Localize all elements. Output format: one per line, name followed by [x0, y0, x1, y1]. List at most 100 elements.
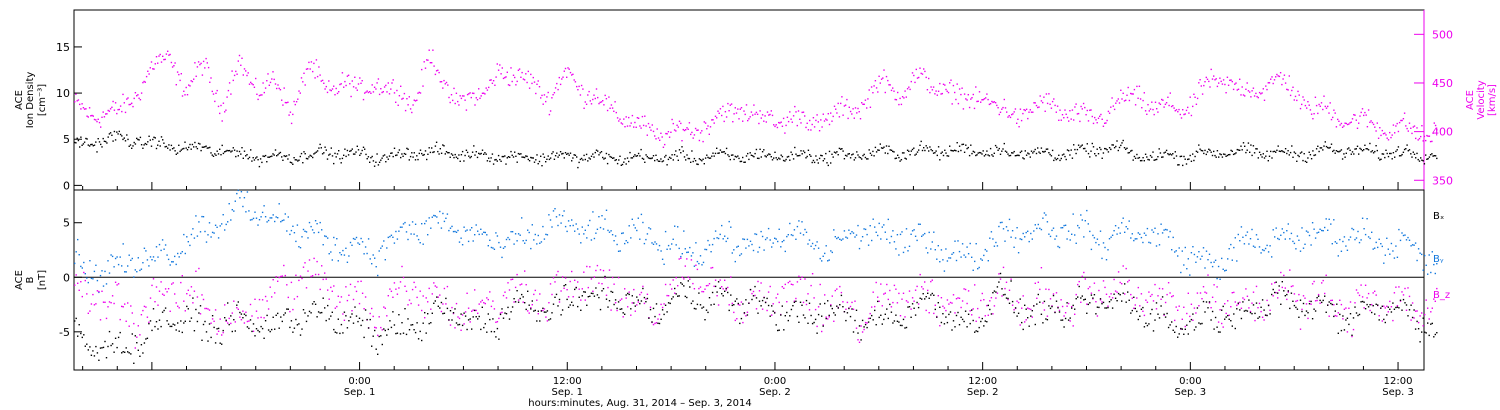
bx-point: [445, 297, 447, 300]
velocity-point: [492, 80, 495, 82]
bz-point: [963, 288, 965, 290]
by-point: [1240, 226, 1243, 228]
ion-density-point: [517, 152, 520, 155]
bz-point: [311, 275, 314, 277]
velocity-point: [791, 121, 793, 123]
bx-point: [1131, 309, 1133, 312]
ion-density-point: [83, 141, 86, 143]
bx-point: [557, 305, 559, 307]
bx-point: [477, 318, 479, 320]
ion-density-point: [1364, 144, 1366, 146]
bz-point: [957, 297, 959, 299]
ion-density-point: [1206, 151, 1209, 153]
by-point: [186, 236, 188, 238]
bx-point: [1324, 295, 1326, 297]
ion-density-point: [533, 161, 536, 163]
by-point: [1367, 236, 1370, 238]
by-point: [402, 223, 405, 225]
bz-point: [860, 325, 862, 327]
ion-density-point: [1431, 153, 1433, 155]
bz-point: [557, 270, 559, 273]
bx-point: [78, 324, 80, 326]
ion-density-point: [1267, 160, 1269, 162]
bz-point: [125, 320, 127, 322]
bx-point: [1236, 308, 1238, 310]
by-point: [1217, 265, 1220, 268]
by-point: [1243, 243, 1246, 245]
by-point: [890, 235, 893, 238]
by-point: [96, 279, 99, 282]
velocity-point: [183, 90, 185, 92]
velocity-point: [614, 101, 616, 103]
velocity-point: [998, 113, 1000, 116]
ion-density-point: [1183, 155, 1185, 158]
bx-point: [252, 323, 255, 325]
by-point: [983, 254, 985, 257]
bx-point: [163, 309, 165, 312]
bz-point: [892, 301, 894, 304]
ion-density-point: [347, 154, 350, 156]
ion-density-point: [1066, 149, 1069, 151]
ion-density-point: [1034, 148, 1036, 151]
by-point: [1272, 229, 1274, 231]
bx-point: [384, 329, 386, 332]
by-point: [689, 246, 691, 249]
by-point: [849, 232, 852, 235]
by-point: [684, 248, 686, 250]
bx-point: [198, 312, 200, 314]
by-point: [374, 257, 376, 259]
bx-point: [1227, 314, 1229, 317]
by-point: [1027, 230, 1029, 232]
bx-point: [1051, 305, 1053, 308]
bx-point: [287, 308, 289, 310]
ion-density-point: [210, 152, 212, 154]
by-point: [249, 219, 252, 221]
ion-density-point: [278, 152, 280, 155]
velocity-point: [138, 97, 140, 99]
velocity-point: [1046, 102, 1049, 105]
ion-density-point: [474, 154, 476, 156]
ion-density-point: [505, 163, 507, 165]
velocity-point: [1127, 86, 1129, 89]
ion-density-point: [334, 152, 336, 155]
by-point: [971, 256, 973, 258]
bx-point: [172, 323, 174, 325]
by-point: [1031, 238, 1033, 240]
ion-density-point: [452, 154, 454, 156]
ion-density-point: [939, 159, 941, 161]
bz-point: [1021, 307, 1023, 309]
bx-point: [581, 295, 583, 297]
by-point: [633, 224, 635, 226]
bx-point: [1305, 310, 1308, 312]
velocity-point: [1205, 76, 1207, 79]
bz-point: [777, 293, 779, 295]
ion-density-point: [1241, 149, 1243, 151]
ion-density-point: [1204, 149, 1206, 152]
velocity-point: [646, 134, 648, 136]
by-point: [1155, 245, 1158, 247]
bz-point: [221, 334, 223, 336]
bx-point: [345, 315, 347, 317]
ion-density-point: [178, 144, 180, 146]
bz-point: [1172, 295, 1174, 297]
by-point: [439, 210, 441, 213]
bx-point: [742, 303, 744, 305]
ion-density-point: [572, 157, 574, 159]
bz-point: [1060, 299, 1062, 301]
bz-point: [730, 276, 732, 278]
ion-density-point: [987, 154, 989, 156]
bx-point: [122, 351, 124, 353]
ion-density-point: [1341, 158, 1344, 160]
ion-density-point: [852, 153, 854, 155]
bx-point: [371, 345, 373, 347]
ion-density-point: [458, 154, 460, 156]
velocity-point: [1142, 99, 1144, 102]
ion-density-point: [615, 159, 617, 161]
velocity-point: [769, 113, 771, 116]
velocity-point: [116, 112, 118, 115]
by-point: [1364, 233, 1367, 236]
bz-point: [627, 306, 629, 308]
by-point: [133, 276, 135, 278]
by-point: [1139, 233, 1141, 235]
by-point: [922, 234, 924, 236]
